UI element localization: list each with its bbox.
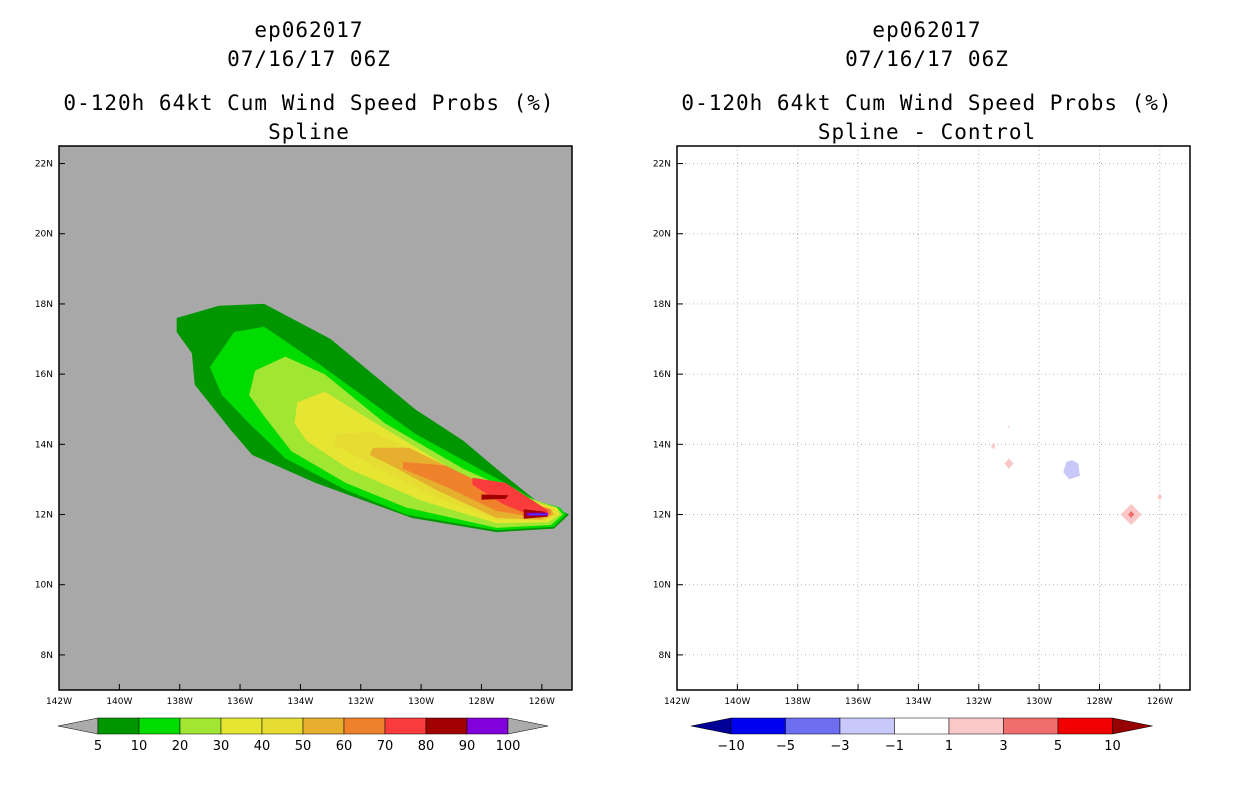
- colorbar-label: 20: [172, 739, 189, 754]
- colorbar-label: 60: [336, 739, 353, 754]
- chart-title: 0-120h 64kt Cum Wind Speed Probs (%): [63, 91, 555, 115]
- y-tick-label: 12N: [653, 511, 671, 521]
- y-tick-label: 20N: [35, 230, 53, 240]
- y-tick-label: 8N: [41, 651, 53, 661]
- colorbar-label: 80: [418, 739, 435, 754]
- y-tick-label: 14N: [653, 440, 671, 450]
- colorbar-label: −10: [717, 739, 744, 754]
- colorbar-label: −3: [830, 739, 849, 754]
- right-panel: ep062017 07/16/17 06Z 0-120h 64kt Cum Wi…: [618, 0, 1236, 800]
- y-tick-label: 18N: [653, 300, 671, 310]
- contour-level-70: [472, 477, 548, 517]
- chart-title: 0-120h 64kt Cum Wind Speed Probs (%): [681, 91, 1173, 115]
- x-tick-label: 136W: [845, 697, 871, 707]
- colorbar-segment: [179, 717, 222, 735]
- x-tick-label: 142W: [664, 697, 690, 707]
- x-tick-label: 126W: [529, 697, 555, 707]
- colorbar-segment: [839, 717, 895, 735]
- colorbar-label: 5: [1054, 739, 1062, 754]
- plot-frame: [676, 145, 1191, 691]
- colorbar-label: 100: [496, 739, 521, 754]
- contour-level-1: [1004, 458, 1014, 469]
- y-tick-label: 20N: [653, 230, 671, 240]
- colorbar-segment: [343, 717, 386, 735]
- colorbar-label: 3: [999, 739, 1007, 754]
- colorbar-label: −5: [776, 739, 795, 754]
- datetime: 07/16/17 06Z: [845, 47, 1009, 71]
- colorbar-segment: [730, 717, 786, 735]
- y-tick-label: 12N: [35, 511, 53, 521]
- difference-map: 142W 140W 138W 136W 134W 132W 130W 128W 126W 8N 10…: [653, 145, 1191, 754]
- x-tick-label: 140W: [106, 697, 132, 707]
- x-tick-label: 138W: [785, 697, 811, 707]
- colorbar-segment: [97, 717, 140, 735]
- contour-level-100: [529, 513, 545, 515]
- contour-level-1: [1157, 493, 1163, 501]
- y-tick-label: 14N: [35, 440, 53, 450]
- colorbar-segment: [220, 717, 263, 735]
- x-tick-label: 130W: [408, 697, 434, 707]
- colorbar-label: 30: [213, 739, 230, 754]
- colorbar-label: 90: [459, 739, 476, 754]
- probability-map: 142W 140W 138W 136W 134W 132W 130W 128W 126W 8N 10…: [35, 145, 573, 754]
- plot-background: [677, 146, 1190, 690]
- y-tick-label: 18N: [35, 300, 53, 310]
- contour-level-neg1: [1063, 460, 1080, 480]
- colorbar-segment: [425, 717, 468, 735]
- colorbar-segment: [466, 717, 509, 735]
- contour-level-80: [481, 494, 509, 500]
- y-tick-label: 16N: [35, 370, 53, 380]
- chart-subtitle: Spline: [268, 120, 350, 144]
- colorbar-segment: [1003, 717, 1059, 735]
- x-tick-label: 132W: [966, 697, 992, 707]
- chart-subtitle: Spline - Control: [817, 120, 1037, 144]
- colorbar-label: 10: [131, 739, 148, 754]
- colorbar-segment: [302, 717, 345, 735]
- contour-level-1: [1008, 425, 1010, 429]
- x-tick-label: 142W: [46, 697, 72, 707]
- y-tick-label: 10N: [653, 581, 671, 591]
- y-tick-label: 22N: [35, 160, 53, 170]
- colorbar-max-arrow: [1112, 717, 1153, 735]
- plot-frame: [58, 145, 573, 691]
- y-tick-label: 10N: [35, 581, 53, 591]
- colorbar-label: 40: [254, 739, 271, 754]
- x-tick-label: 138W: [167, 697, 193, 707]
- y-tick-label: 22N: [653, 160, 671, 170]
- x-tick-label: 128W: [1086, 697, 1112, 707]
- datetime: 07/16/17 06Z: [227, 47, 391, 71]
- colorbar-min-arrow: [690, 717, 732, 735]
- colorbar-label: 50: [295, 739, 312, 754]
- y-tick-label: 8N: [659, 651, 671, 661]
- y-tick-label: 16N: [653, 370, 671, 380]
- storm-id: ep062017: [254, 18, 364, 42]
- colorbar-min-arrow: [57, 717, 99, 735]
- colorbar-label: 10: [1104, 739, 1121, 754]
- x-tick-label: 130W: [1026, 697, 1052, 707]
- colorbar-segment: [894, 717, 950, 735]
- x-tick-label: 134W: [905, 697, 931, 707]
- colorbar-segment: [785, 717, 841, 735]
- colorbar-segment: [138, 717, 181, 735]
- x-tick-label: 128W: [468, 697, 494, 707]
- colorbar-max-arrow: [507, 717, 549, 735]
- x-tick-label: 140W: [724, 697, 750, 707]
- left-panel: ep062017 07/16/17 06Z 0-120h 64kt Cum Wi…: [35, 18, 573, 754]
- contour-level-1: [990, 442, 996, 450]
- colorbar-label: −1: [885, 739, 904, 754]
- storm-id: ep062017: [872, 18, 982, 42]
- x-tick-label: 126W: [1147, 697, 1173, 707]
- colorbar-segment: [261, 717, 304, 735]
- colorbar-segment: [948, 717, 1004, 735]
- colorbar-segment: [384, 717, 427, 735]
- colorbar-label: 70: [377, 739, 394, 754]
- colorbar-segment: [1057, 717, 1113, 735]
- x-tick-label: 136W: [227, 697, 253, 707]
- colorbar-label: 1: [945, 739, 953, 754]
- x-tick-label: 132W: [348, 697, 374, 707]
- colorbar-label: 5: [94, 739, 102, 754]
- x-tick-label: 134W: [287, 697, 313, 707]
- contour-level-3: [1128, 511, 1135, 518]
